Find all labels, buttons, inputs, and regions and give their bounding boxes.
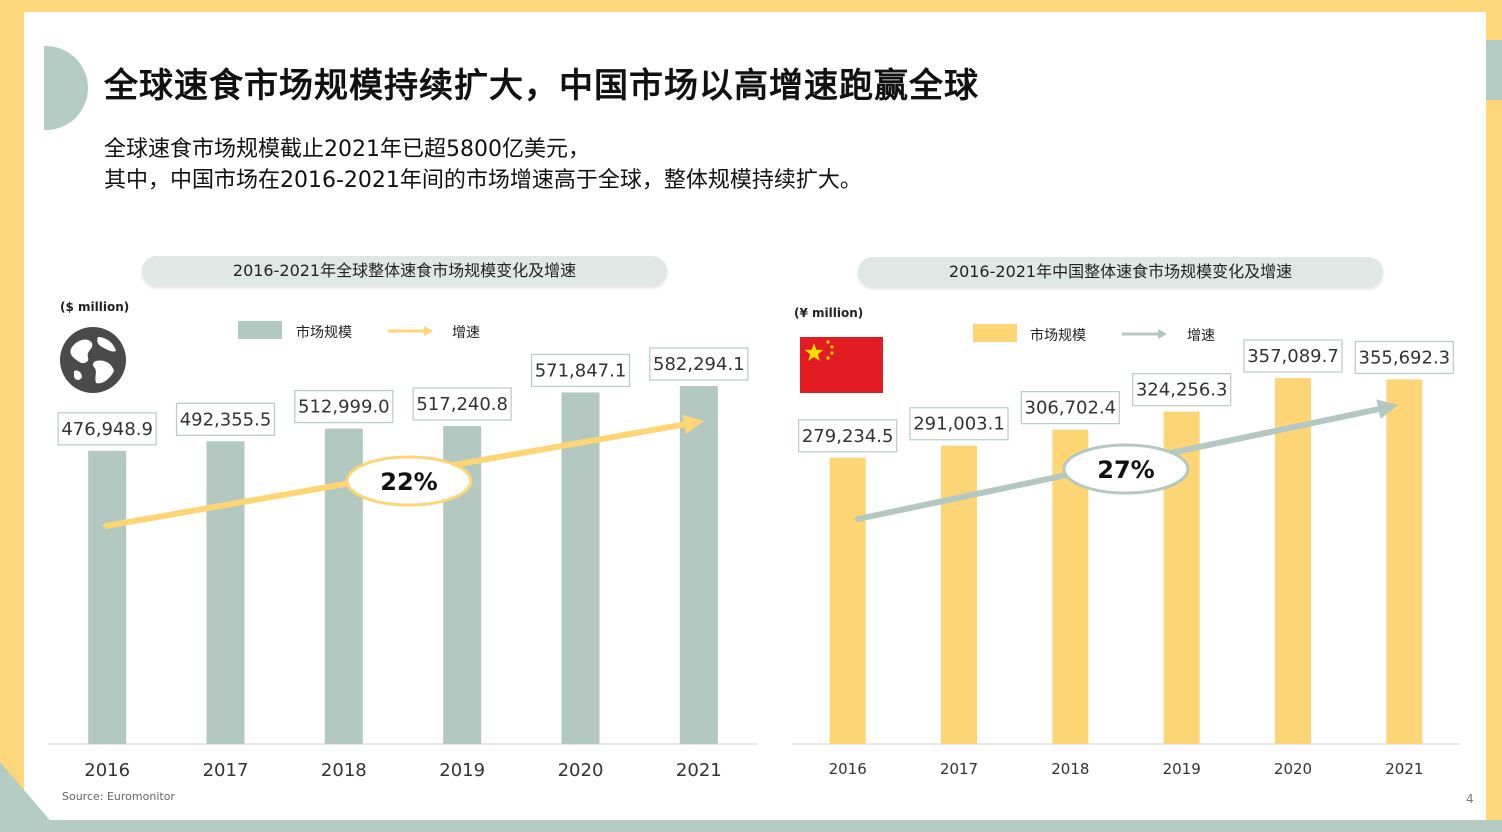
china-x-tick-2016: 2016 bbox=[829, 760, 867, 778]
china-chart-title: 2016-2021年中国整体速食市场规模变化及增速 bbox=[858, 257, 1383, 287]
china-value-label-box-2018 bbox=[1020, 391, 1120, 425]
global-x-tick-2020: 2020 bbox=[558, 760, 604, 781]
china-bar-2016 bbox=[829, 457, 866, 744]
global-legend-bar-swatch bbox=[238, 321, 282, 339]
frame-corner-accent bbox=[1486, 40, 1502, 100]
china-bar-2017 bbox=[941, 445, 977, 744]
china-value-label-2017: 291,003.1 bbox=[913, 414, 1005, 435]
china-value-label-box-2021 bbox=[1354, 340, 1454, 375]
global-value-label-box-2017 bbox=[175, 402, 276, 436]
china-x-tick-2019: 2019 bbox=[1163, 760, 1201, 778]
frame-right bbox=[1486, 0, 1502, 832]
global-value-label-box-2019 bbox=[412, 387, 512, 421]
subtitle-line-2: 其中，中国市场在2016-2021年间的市场增速高于全球，整体规模持续扩大。 bbox=[104, 168, 862, 193]
global-growth-arrow-head bbox=[682, 414, 704, 435]
page-subtitle: 全球速食市场规模截止2021年已超5800亿美元， 其中，中国市场在2016-2… bbox=[104, 134, 862, 196]
china-x-tick-2020: 2020 bbox=[1274, 760, 1312, 778]
global-bar-2016 bbox=[88, 450, 127, 744]
china-value-label-2021: 355,692.3 bbox=[1359, 347, 1451, 368]
source-note: Source: Euromonitor bbox=[62, 790, 175, 803]
global-value-label-2019: 517,240.8 bbox=[416, 394, 508, 415]
global-value-label-box-2021 bbox=[649, 347, 749, 381]
china-legend-arrow-label: 增速 bbox=[1187, 328, 1215, 344]
global-value-label-box-2020 bbox=[530, 353, 631, 388]
china-legend-bar-label: 市场规模 bbox=[1030, 328, 1086, 344]
china-value-label-2020: 357,089.7 bbox=[1247, 346, 1339, 367]
globe-icon bbox=[60, 327, 126, 393]
china-x-tick-2021: 2021 bbox=[1385, 760, 1423, 778]
china-value-label-box-2017 bbox=[909, 407, 1009, 441]
subtitle-line-1: 全球速食市场规模截止2021年已超5800亿美元， bbox=[104, 137, 590, 162]
global-growth-rate: 22% bbox=[380, 468, 437, 496]
global-x-tick-2016: 2016 bbox=[84, 760, 130, 781]
china-value-label-box-2019 bbox=[1132, 373, 1232, 407]
china-growth-rate: 27% bbox=[1097, 456, 1154, 484]
china-value-label-box-2020 bbox=[1243, 339, 1343, 373]
frame-left bbox=[0, 0, 24, 832]
china-bar-2020 bbox=[1275, 378, 1311, 744]
global-unit-label: ($ million) bbox=[60, 300, 130, 314]
china-legend-arrow-swatch bbox=[1122, 329, 1167, 339]
global-value-label-2018: 512,999.0 bbox=[298, 397, 390, 418]
global-value-label-box-2018 bbox=[294, 390, 394, 424]
global-legend-bar-label: 市场规模 bbox=[296, 325, 352, 341]
global-legend-arrow-swatch bbox=[388, 326, 433, 336]
china-value-label-2019: 324,256.3 bbox=[1136, 380, 1228, 401]
china-unit-label: (¥ million) bbox=[794, 306, 864, 320]
china-value-label-2016: 279,234.5 bbox=[802, 426, 894, 447]
global-x-tick-2017: 2017 bbox=[203, 760, 249, 781]
frame-top bbox=[0, 0, 1502, 12]
global-bar-2017 bbox=[206, 441, 245, 744]
page-title: 全球速食市场规模持续扩大，中国市场以高增速跑赢全球 bbox=[104, 66, 979, 106]
china-growth-badge bbox=[1062, 443, 1190, 495]
china-value-label-2018: 306,702.4 bbox=[1025, 398, 1117, 419]
global-value-label-2020: 571,847.1 bbox=[535, 360, 627, 381]
global-bar-2020 bbox=[561, 392, 600, 744]
china-x-tick-2017: 2017 bbox=[940, 760, 978, 778]
china-growth-arrow-head bbox=[1376, 399, 1398, 419]
global-legend-arrow-label: 增速 bbox=[452, 325, 480, 341]
global-x-tick-2021: 2021 bbox=[676, 760, 722, 781]
page-number: 4 bbox=[1466, 792, 1474, 806]
global-x-tick-2019: 2019 bbox=[439, 760, 485, 781]
global-value-label-2017: 492,355.5 bbox=[180, 409, 272, 430]
global-growth-badge bbox=[345, 455, 473, 507]
china-flag-icon bbox=[800, 337, 883, 393]
china-x-tick-2018: 2018 bbox=[1051, 760, 1089, 778]
frame-bottom bbox=[0, 820, 1502, 832]
global-value-label-2021: 582,294.1 bbox=[653, 354, 745, 375]
china-legend-bar-swatch bbox=[973, 324, 1017, 342]
frame-corner-triangle bbox=[0, 762, 60, 832]
global-x-tick-2018: 2018 bbox=[321, 760, 367, 781]
global-bar-2021 bbox=[679, 386, 718, 744]
china-value-label-box-2016 bbox=[798, 419, 898, 453]
global-chart-title: 2016-2021年全球整体速食市场规模变化及增速 bbox=[142, 256, 667, 286]
china-bar-2021 bbox=[1386, 379, 1423, 744]
global-value-label-2016: 476,948.9 bbox=[61, 419, 153, 440]
global-value-label-box-2016 bbox=[57, 412, 157, 446]
